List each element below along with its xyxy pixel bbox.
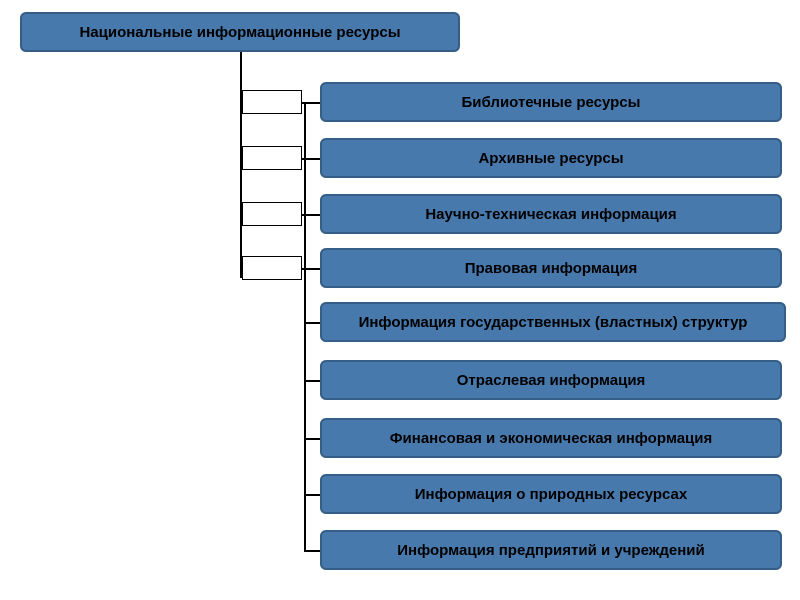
stub-box — [242, 256, 302, 280]
child-node-6: Финансовая и экономическая информация — [320, 418, 782, 458]
child-node-2: Научно-техническая информация — [320, 194, 782, 234]
connector-horizontal — [304, 214, 320, 216]
connector-horizontal — [304, 494, 320, 496]
child-node-8: Информация предприятий и учреждений — [320, 530, 782, 570]
stub-box — [242, 90, 302, 114]
child-node-1: Архивные ресурсы — [320, 138, 782, 178]
connector-horizontal — [304, 438, 320, 440]
stub-box — [242, 202, 302, 226]
child-node-7: Информация о природных ресурсах — [320, 474, 782, 514]
child-node-0: Библиотечные ресурсы — [320, 82, 782, 122]
child-node-3: Правовая информация — [320, 248, 782, 288]
connector-horizontal — [304, 322, 320, 324]
stub-box — [242, 146, 302, 170]
connector-vertical — [304, 102, 306, 550]
child-node-4: Информация государственных (властных) ст… — [320, 302, 786, 342]
connector-horizontal — [304, 550, 320, 552]
child-node-5: Отраслевая информация — [320, 360, 782, 400]
connector-horizontal — [304, 268, 320, 270]
connector-horizontal — [304, 158, 320, 160]
root-node: Национальные информационные ресурсы — [20, 12, 460, 52]
connector-horizontal — [304, 102, 320, 104]
connector-horizontal — [304, 380, 320, 382]
